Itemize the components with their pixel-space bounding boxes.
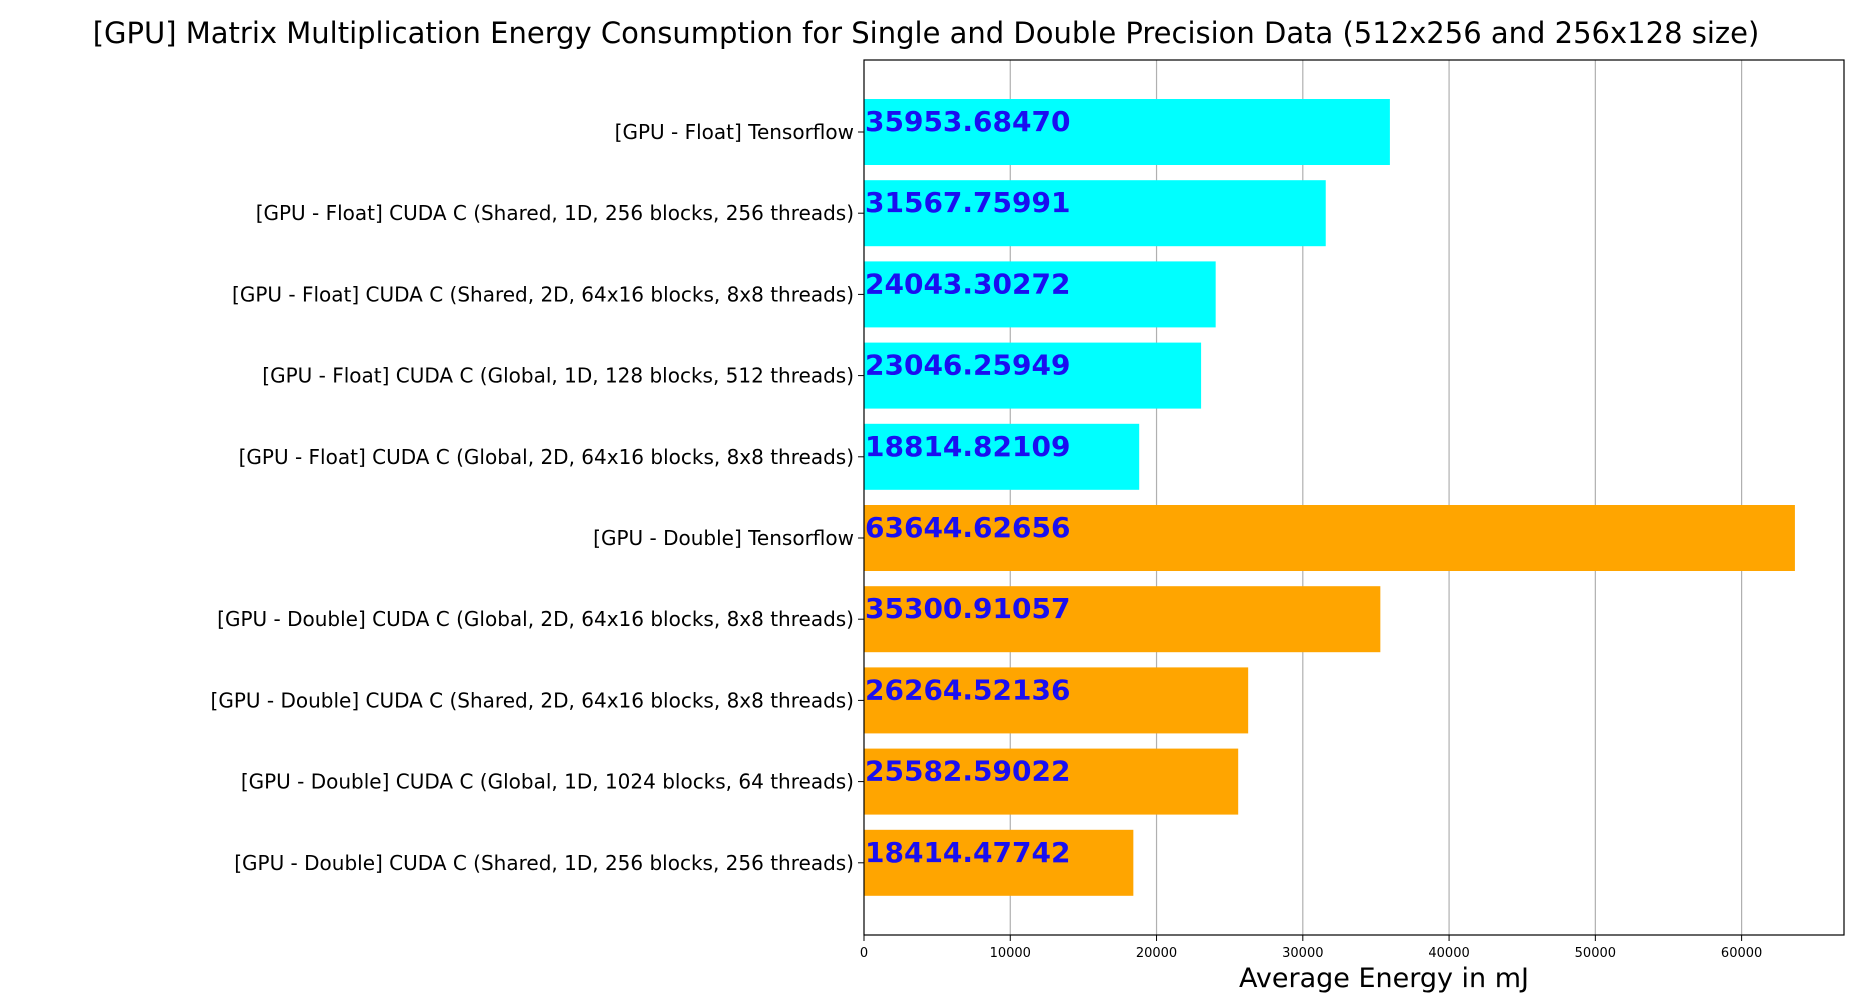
data-label: 26264.52136 — [865, 673, 1070, 706]
bars — [864, 99, 1795, 896]
x-tick-label: 50000 — [1575, 946, 1616, 961]
x-tick-label: 0 — [860, 946, 868, 961]
data-label: 35300.91057 — [865, 592, 1070, 625]
category-label: [GPU - Float] CUDA C (Shared, 1D, 256 bl… — [256, 201, 854, 225]
category-label: [GPU - Float] CUDA C (Global, 1D, 128 bl… — [262, 364, 854, 388]
bar — [864, 342, 1202, 409]
bar — [864, 748, 1239, 815]
bar — [864, 667, 1249, 734]
data-labels: 35953.68470 31567.75991 24043.30272 23046.2… — [865, 105, 1070, 869]
data-label: 23046.25949 — [865, 349, 1070, 382]
category-label: [GPU - Double] CUDA C (Shared, 2D, 64x16… — [211, 688, 854, 712]
data-label: 24043.30272 — [865, 267, 1070, 300]
category-label: [GPU - Float] CUDA C (Shared, 2D, 64x16 … — [232, 282, 854, 306]
data-label: 18814.82109 — [865, 430, 1070, 463]
x-tick-label: 60000 — [1721, 946, 1762, 961]
category-label: [GPU - Float] Tensorflow — [615, 120, 854, 144]
x-tick-label: 10000 — [990, 946, 1031, 961]
bar — [864, 423, 1140, 490]
plot-frame — [863, 59, 1845, 936]
data-label: 18414.47742 — [865, 836, 1070, 869]
bar — [864, 829, 1134, 896]
x-tick-label: 20000 — [1136, 946, 1177, 961]
data-label: 63644.62656 — [865, 511, 1070, 544]
bar — [864, 505, 1795, 571]
category-label: [GPU - Double] CUDA C (Shared, 1D, 256 b… — [234, 851, 854, 875]
x-tick-label: 30000 — [1282, 946, 1323, 961]
x-axis-label: Average Energy in mJ — [1239, 963, 1529, 994]
data-label: 31567.75991 — [865, 186, 1070, 219]
data-label: 35953.68470 — [865, 105, 1070, 138]
bar — [864, 180, 1326, 247]
bar — [864, 261, 1216, 328]
x-tick-label: 40000 — [1428, 946, 1469, 961]
category-label: [GPU - Double] CUDA C (Global, 1D, 1024 … — [241, 770, 854, 794]
category-labels: [GPU - Float] Tensorflow [GPU - Float] CU… — [211, 120, 864, 875]
data-label: 25582.59022 — [865, 755, 1070, 788]
chart-title: [GPU] Matrix Multiplication Energy Consu… — [93, 16, 1760, 50]
category-label: [GPU - Float] CUDA C (Global, 2D, 64x16 … — [239, 445, 854, 469]
category-label: [GPU - Double] Tensorflow — [593, 526, 854, 550]
x-axis-ticks: 0 10000 20000 30000 40000 50000 60000 — [860, 935, 1762, 961]
bar — [864, 99, 1390, 165]
bar — [864, 586, 1381, 653]
category-label: [GPU - Double] CUDA C (Global, 2D, 64x16… — [217, 607, 854, 631]
